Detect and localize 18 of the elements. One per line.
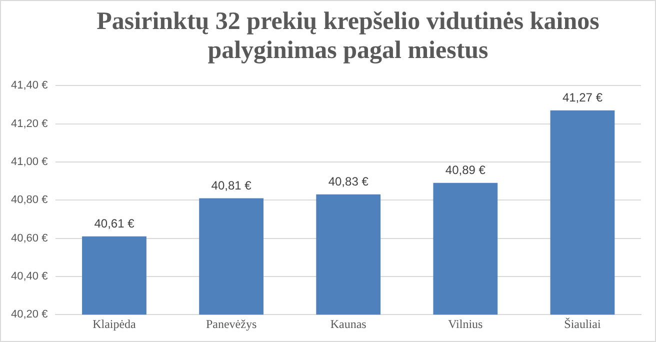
- chart-title: Pasirinktų 32 prekių krepšelio vidutinės kainos palyginimas pagal miestus: [96, 7, 600, 65]
- y-tick-label: 40,80 €: [11, 194, 48, 206]
- x-tick-label: Šiauliai: [564, 316, 602, 331]
- x-tick-label: Vilnius: [448, 316, 484, 331]
- y-tick-label: 41,20 €: [11, 118, 48, 130]
- y-tick-label: 40,20 €: [11, 308, 48, 321]
- y-tick-label: 41,40 €: [11, 80, 48, 92]
- x-tick-label: Kaunas: [330, 316, 367, 331]
- data-label: 40,81 €: [211, 178, 252, 193]
- x-tick-label: Klaipėda: [92, 316, 137, 331]
- y-tick-label: 41,00 €: [11, 156, 48, 168]
- data-label: 40,61 €: [94, 216, 135, 231]
- y-tick-label: 40,40 €: [11, 270, 48, 282]
- data-label: 40,83 €: [328, 174, 369, 189]
- x-tick-label: Panevėžys: [206, 316, 257, 331]
- y-tick-label: 40,60 €: [11, 232, 48, 244]
- data-label: 41,27 €: [562, 90, 603, 105]
- data-label: 40,89 €: [445, 163, 486, 178]
